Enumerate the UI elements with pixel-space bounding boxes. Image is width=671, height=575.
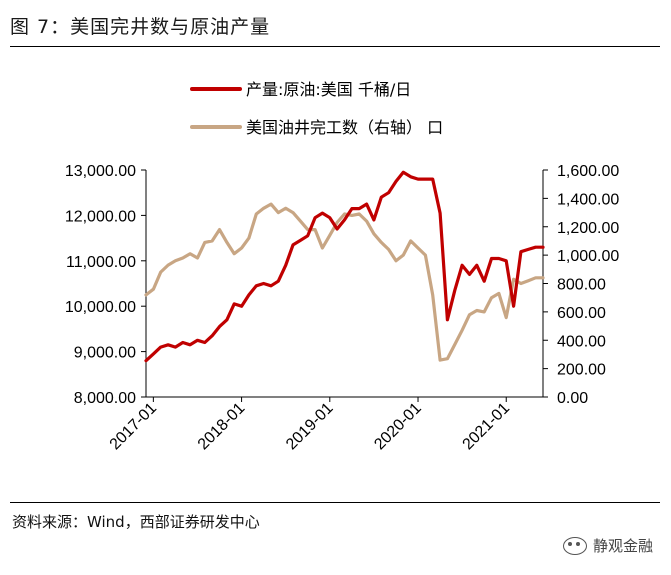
x-tick-label: 2017-01 bbox=[107, 400, 161, 454]
watermark-text: 静观金融 bbox=[592, 537, 653, 555]
y-right-tick-label: 1,600.00 bbox=[557, 163, 619, 180]
y-right-tick-label: 800.00 bbox=[557, 277, 606, 294]
y-right-tick-label: 1,400.00 bbox=[557, 191, 619, 208]
y-left-tick-label: 13,000.00 bbox=[65, 163, 136, 180]
top-rule bbox=[10, 46, 660, 47]
watermark: 静观金融 bbox=[562, 535, 653, 556]
legend-label: 美国油井完工数（右轴） 口 bbox=[246, 118, 443, 137]
x-tick-label: 2020-01 bbox=[371, 400, 425, 454]
y-right-tick-label: 1,200.00 bbox=[557, 220, 619, 237]
source-note: 资料来源：Wind，西部证券研发中心 bbox=[12, 513, 260, 531]
bottom-rule bbox=[10, 502, 660, 503]
y-right-tick-label: 1,000.00 bbox=[557, 248, 619, 265]
x-tick-label: 2021-01 bbox=[460, 400, 514, 454]
y-right-tick-label: 400.00 bbox=[557, 333, 606, 350]
y-left-tick-label: 10,000.00 bbox=[65, 299, 136, 316]
x-tick-label: 2018-01 bbox=[195, 400, 249, 454]
y-left-tick-label: 9,000.00 bbox=[74, 345, 136, 362]
y-right-tick-label: 200.00 bbox=[557, 362, 606, 379]
figure-title: 图 7：美国完井数与原油产量 bbox=[10, 16, 271, 38]
y-right-tick-label: 0.00 bbox=[557, 390, 588, 407]
y-left-tick-label: 11,000.00 bbox=[66, 254, 136, 271]
x-tick-label: 2019-01 bbox=[283, 400, 337, 454]
well-completions-line bbox=[144, 202, 545, 362]
wechat-logo-icon bbox=[562, 536, 587, 555]
chart-series bbox=[144, 170, 545, 363]
chart-axes: 8,000.00 9,000.00 10,000.00 11,000.00 12,000… bbox=[65, 163, 620, 453]
y-left-tick-label: 8,000.00 bbox=[74, 390, 136, 407]
y-right-tick-label: 600.00 bbox=[557, 305, 606, 322]
crude-production-line bbox=[144, 170, 545, 363]
y-left-tick-label: 12,000.00 bbox=[65, 208, 136, 225]
legend-label: 产量:原油:美国 千桶/日 bbox=[246, 80, 411, 99]
